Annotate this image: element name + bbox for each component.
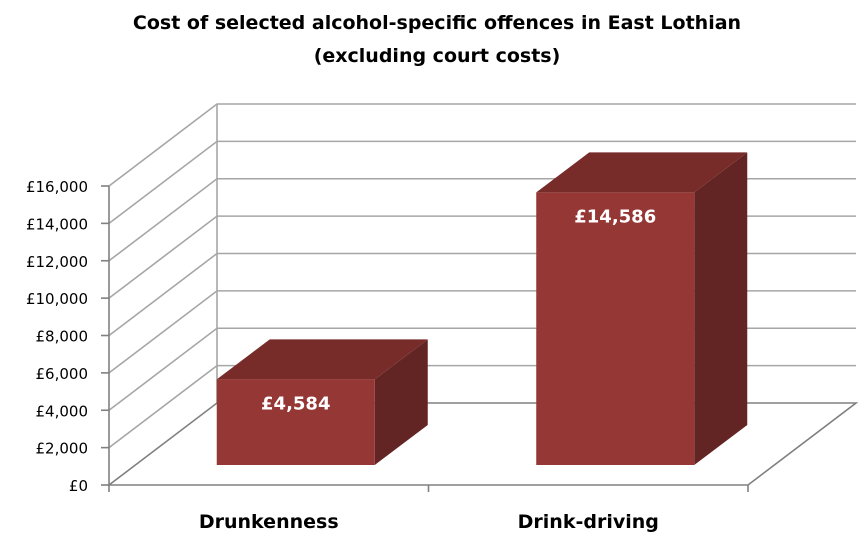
category-labels: Drunkenness Drink-driving xyxy=(199,511,659,533)
bar-data-label: £4,584 xyxy=(261,393,330,414)
y-tick-label: £16,000 xyxy=(26,178,88,196)
chart-subtitle: (excluding court costs) xyxy=(314,45,561,67)
x-category-label: Drunkenness xyxy=(199,511,339,533)
x-category-label: Drink-driving xyxy=(518,511,659,533)
y-tick-label: £12,000 xyxy=(26,253,88,271)
bar-side-face xyxy=(694,152,748,465)
y-axis-tick-labels: £0 £2,000 £4,000 £6,000 £8,000 £10,000 £12,000… xyxy=(26,178,88,495)
bar-front-face xyxy=(216,379,375,465)
y-tick-label: £14,000 xyxy=(26,215,88,233)
bar-drink-driving: £14,586 xyxy=(536,152,748,465)
bar-top-face xyxy=(216,339,428,380)
chart-floor xyxy=(106,402,859,486)
bar-front-face xyxy=(536,192,695,465)
chart-title: Cost of selected alcohol-specific offenc… xyxy=(133,12,741,34)
bars: £4,584 £14,586 xyxy=(216,152,748,465)
gridlines xyxy=(108,103,856,449)
bar-top-face xyxy=(536,152,748,193)
y-tick-label: £2,000 xyxy=(36,440,89,458)
y-tick-label: £8,000 xyxy=(36,328,89,346)
axes xyxy=(101,185,859,492)
bar-side-face xyxy=(374,339,428,465)
y-tick-label: £4,000 xyxy=(36,402,89,420)
bar-data-label: £14,586 xyxy=(574,206,656,227)
y-tick-label: £6,000 xyxy=(36,365,89,383)
y-tick-label: £10,000 xyxy=(26,290,88,308)
bar-drunkenness: £4,584 xyxy=(216,339,428,465)
y-tick-label: £0 xyxy=(69,477,88,495)
